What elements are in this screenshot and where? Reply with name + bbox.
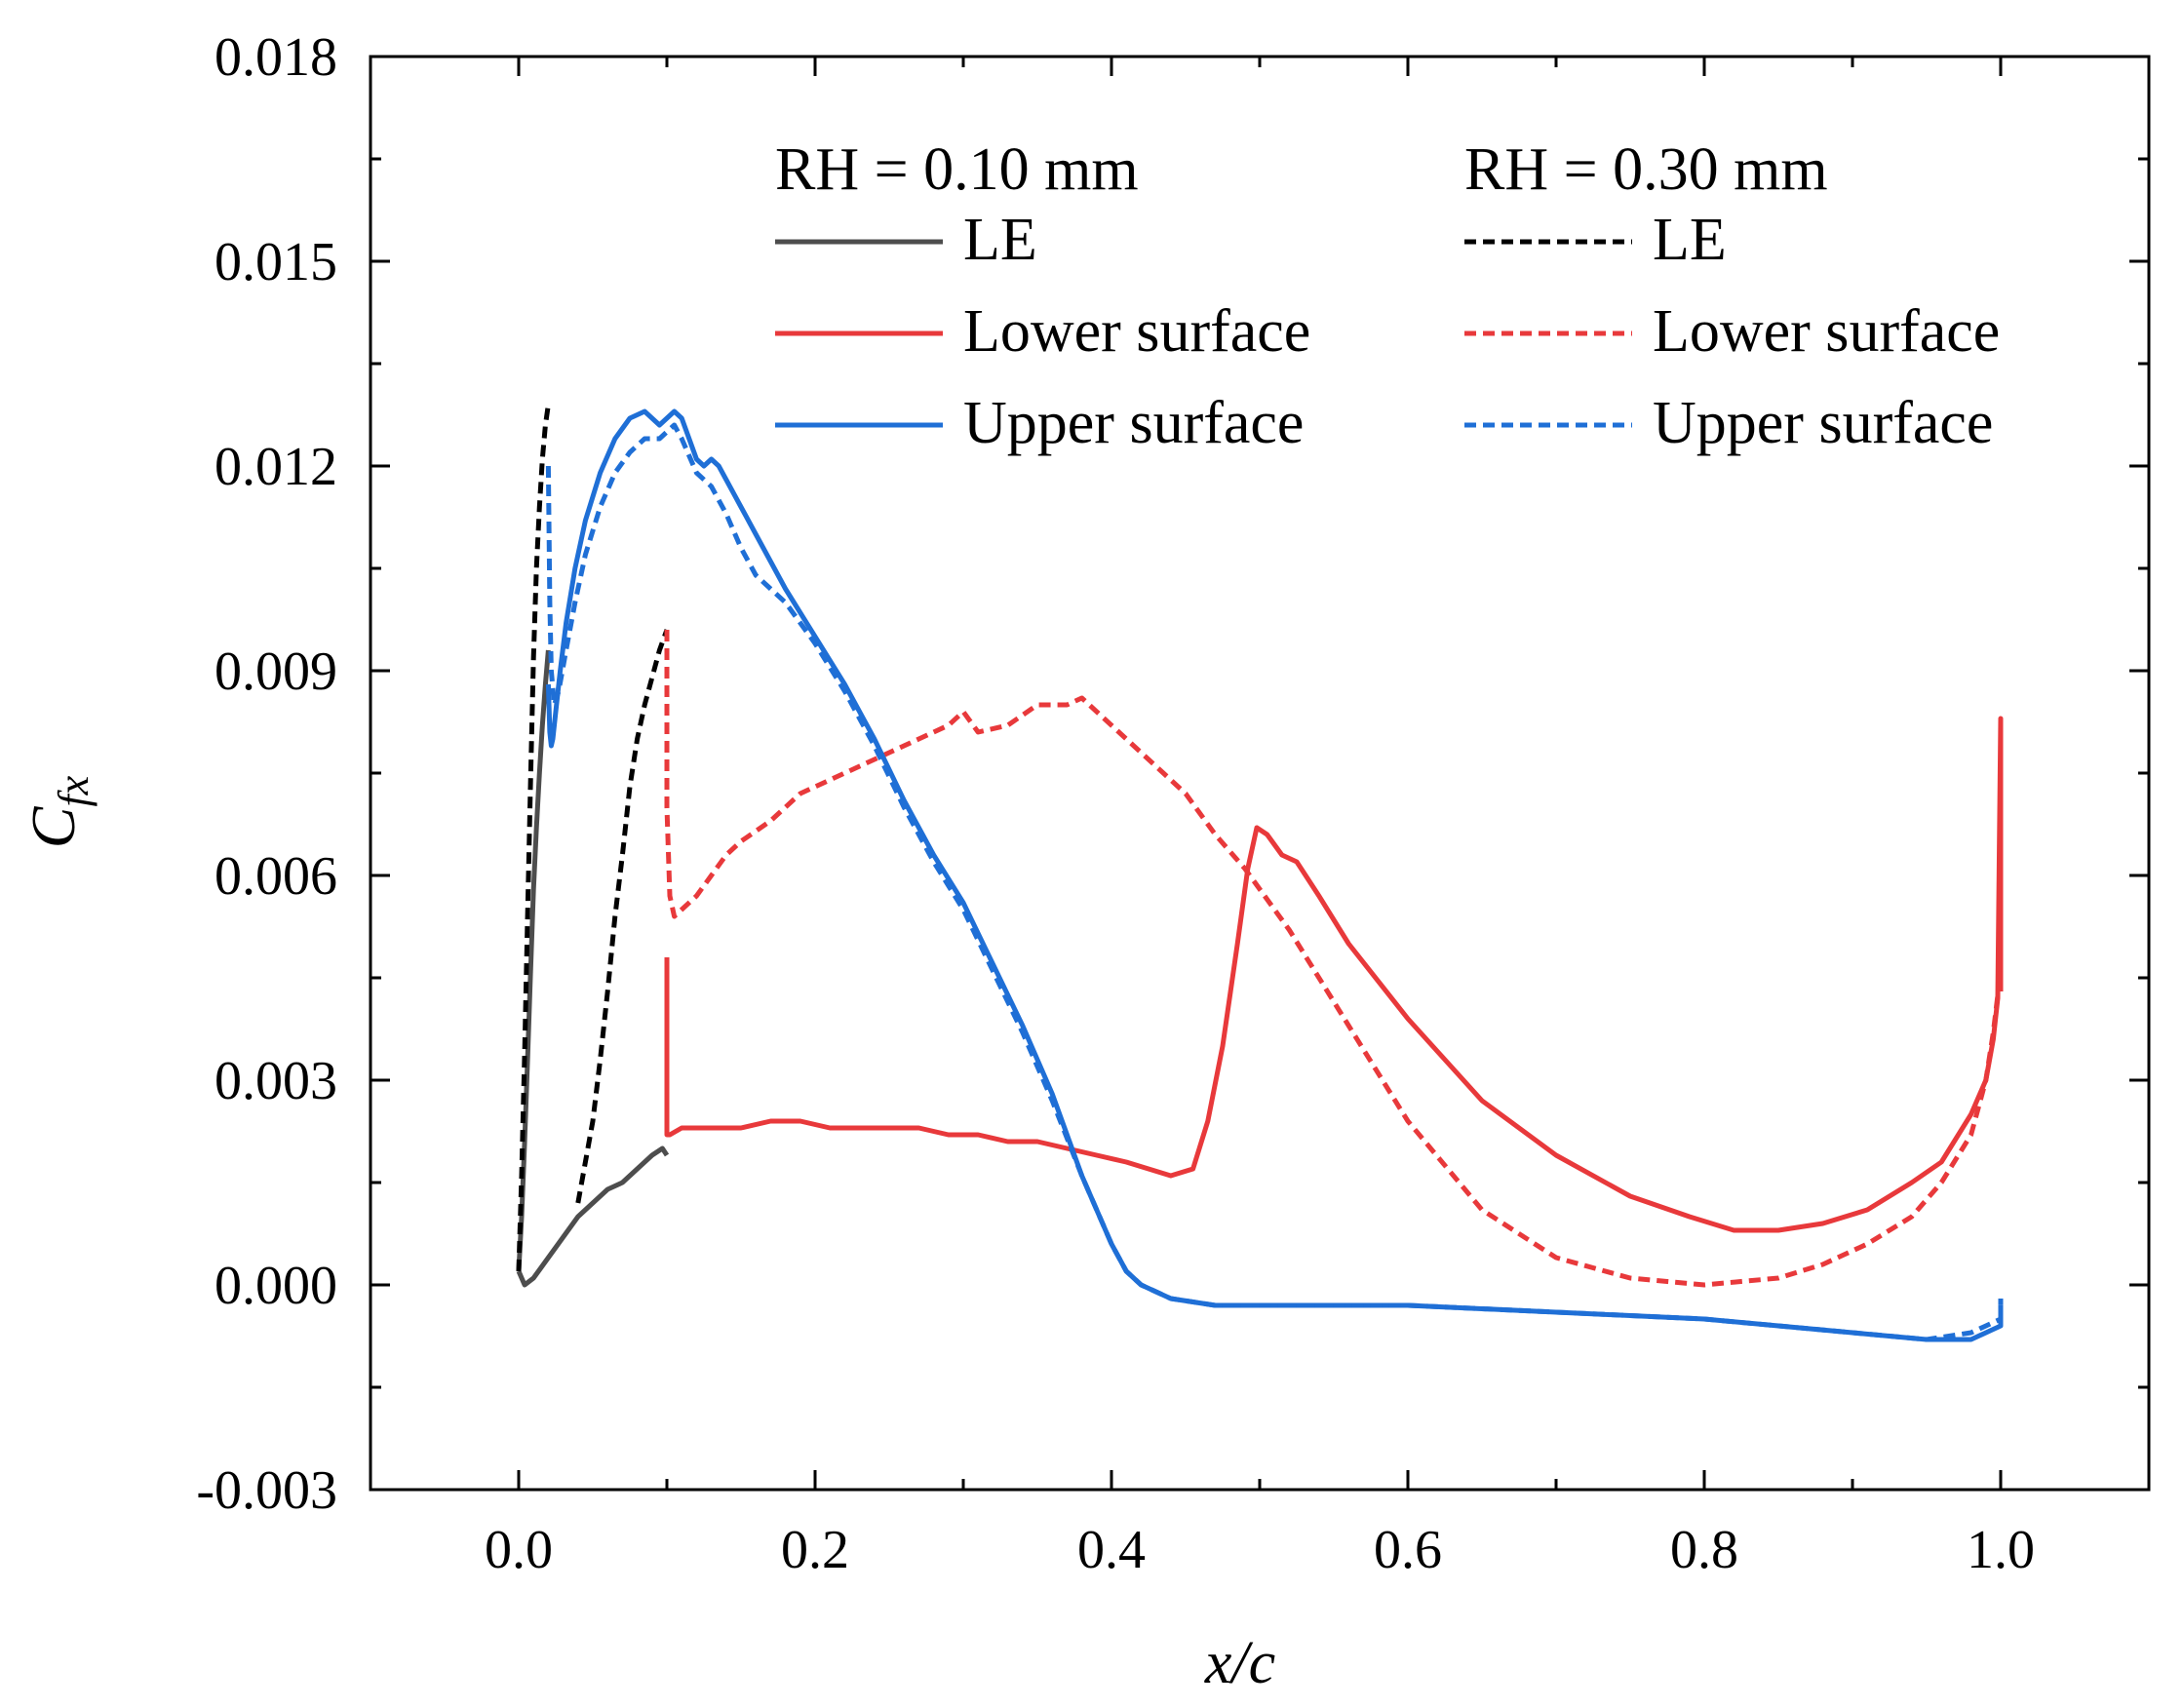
x-axis-label: x/c — [1204, 1630, 1275, 1696]
y-tick-label: 0.012 — [214, 437, 337, 497]
y-tick-label: 0.009 — [214, 641, 337, 702]
y-tick-label: 0.015 — [214, 232, 337, 292]
x-tick-label: 1.0 — [1967, 1520, 2035, 1580]
legend: RH = 0.10 mm RH = 0.30 mm LE Lower surfac… — [775, 136, 2000, 456]
series-le-rh010 — [516, 1145, 670, 1288]
legend-label-upper-surface: Upper surface — [963, 390, 1304, 456]
legend-label-upper-surface: Upper surface — [1653, 390, 1993, 456]
y-axis-label: Cfx — [19, 775, 97, 848]
legend-label-le: LE — [963, 207, 1037, 273]
legend-label-lower-surface: Lower surface — [963, 298, 1310, 365]
x-tick-label: 0.0 — [485, 1520, 553, 1580]
series-le-rh030 — [575, 629, 670, 1204]
x-tick-label: 0.4 — [1077, 1520, 1146, 1580]
series-le-rh030 — [516, 404, 551, 1272]
x-tick-label: 0.2 — [781, 1520, 849, 1580]
x-tick-label: 0.6 — [1374, 1520, 1442, 1580]
series-le-rh010 — [516, 649, 551, 1272]
y-tick-label: 0.000 — [214, 1256, 337, 1316]
y-axis-label-main: C — [19, 805, 88, 848]
y-tick-label: 0.006 — [214, 846, 337, 907]
series-lower-surface-rh010 — [664, 716, 2004, 1233]
x-tick-label: 0.8 — [1670, 1520, 1738, 1580]
series-lower-surface-rh030 — [664, 630, 2004, 1288]
tick-layer: 0.0 0.2 0.4 0.6 0.8 1.0 -0.003 0.000 0.003 0.006 0… — [196, 27, 2151, 1580]
legend-group-title-1: RH = 0.10 mm — [775, 136, 1139, 203]
series-layer — [516, 404, 2004, 1342]
series-upper-surface-rh030 — [545, 422, 2004, 1342]
svg-text:Cfx: Cfx — [19, 775, 97, 848]
y-tick-label: -0.003 — [196, 1460, 337, 1521]
y-tick-label: 0.003 — [214, 1051, 337, 1111]
legend-group-title-2: RH = 0.30 mm — [1464, 136, 1828, 203]
y-tick-label: 0.018 — [214, 27, 337, 88]
legend-label-lower-surface: Lower surface — [1653, 298, 2000, 365]
legend-label-le: LE — [1653, 207, 1727, 273]
y-axis-label-subscript: fx — [50, 775, 97, 806]
